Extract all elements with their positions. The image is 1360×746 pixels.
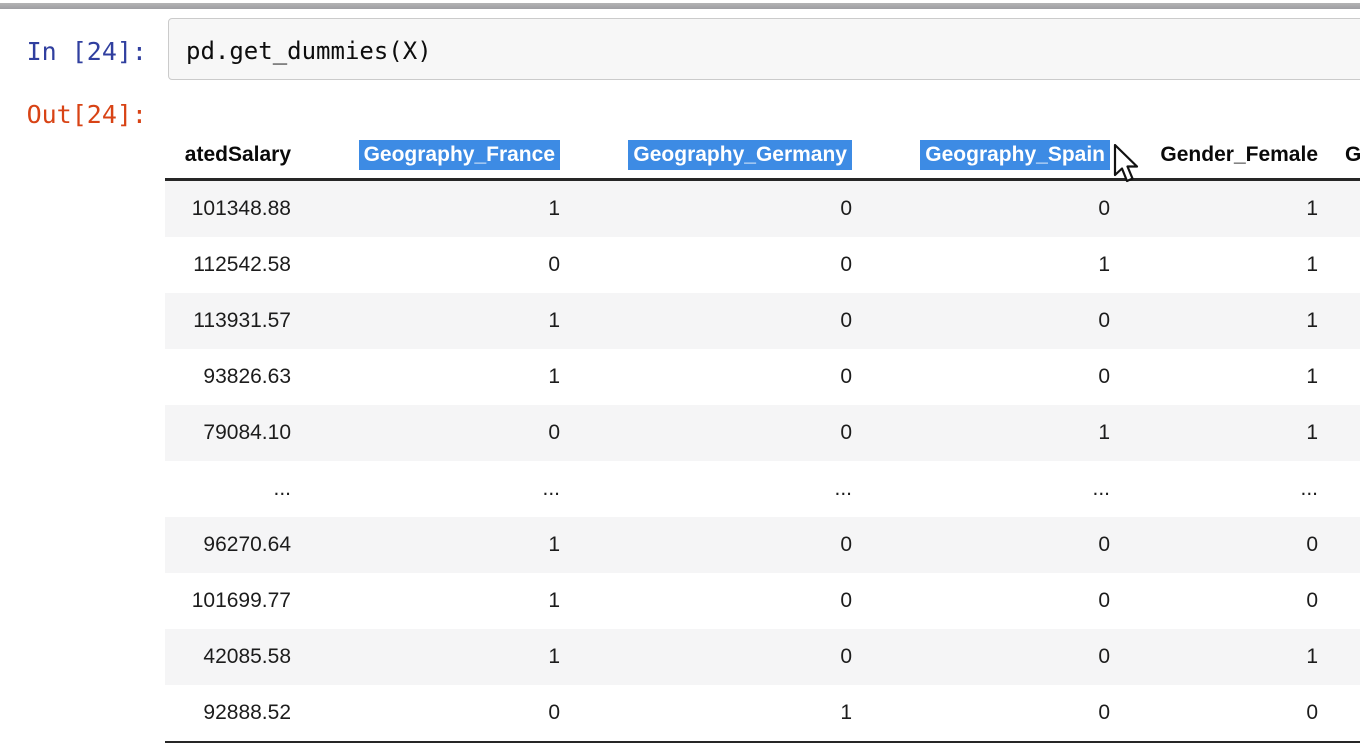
table-cell: 92888.52 [165, 685, 300, 743]
table-cell: 0 [840, 197, 852, 220]
table-cell: 0 [1306, 533, 1318, 556]
table-cell: 1 [548, 365, 560, 388]
table-cell: ... [834, 477, 852, 500]
table-cell: 0 [1119, 685, 1327, 743]
table-row-7: 101699.77 1 0 0 0 [165, 573, 1360, 629]
column-header-4: Gender_Female [1119, 132, 1327, 181]
table-cell: 1 [1306, 365, 1318, 388]
table-cell: 42085.58 [203, 645, 291, 668]
table-cell [1327, 293, 1360, 349]
code-cell-input[interactable]: pd.get_dummies(X) [168, 18, 1360, 80]
column-header-3: Geography_Spain [861, 132, 1119, 181]
table-cell [1327, 685, 1360, 743]
table-cell [1327, 461, 1360, 517]
table-cell: 1 [548, 533, 560, 556]
table-cell: 0 [548, 253, 560, 276]
output-prompt-label: Out[24]: [26, 100, 147, 129]
table-row-9: 92888.52 0 1 0 0 [165, 685, 1360, 743]
table-row-2: 113931.57 1 0 0 1 [165, 293, 1360, 349]
window-top-border [0, 3, 1360, 9]
header-row: atedSalary Geography_France Geography_Germ… [165, 132, 1360, 181]
highlighted-header-text: Geography_France [358, 140, 560, 170]
table-cell: 0 [1098, 645, 1110, 668]
dataframe-body: 101348.88 1 0 0 1 112542.58 0 0 1 1 113931.57 1 0 0 1 9… [165, 179, 1360, 743]
dataframe-output-area: atedSalary Geography_France Geography_Germ… [165, 132, 1360, 746]
table-cell [1327, 629, 1360, 685]
table-cell: 0 [1098, 309, 1110, 332]
table-cell: 1 [548, 645, 560, 668]
table-cell: 112542.58 [193, 253, 291, 276]
column-header-5: G [1327, 132, 1360, 181]
table-cell [1327, 517, 1360, 573]
table-cell: 79084.10 [203, 421, 291, 444]
table-cell: 0 [840, 589, 852, 612]
table-row-6: 96270.64 1 0 0 0 [165, 517, 1360, 573]
table-row-8: 42085.58 1 0 0 1 [165, 629, 1360, 685]
table-cell: ... [542, 477, 560, 500]
table-cell: 0 [840, 365, 852, 388]
table-cell: 1 [1306, 197, 1318, 220]
table-row-3: 93826.63 1 0 0 1 [165, 349, 1360, 405]
table-cell: 0 [840, 421, 852, 444]
dataframe-header: atedSalary Geography_France Geography_Germ… [165, 132, 1360, 181]
table-cell: 1 [1306, 645, 1318, 668]
column-header-2: Geography_Germany [569, 132, 861, 181]
dataframe-table: atedSalary Geography_France Geography_Germ… [165, 132, 1360, 743]
table-cell: 93826.63 [203, 365, 291, 388]
table-cell: 0 [1098, 197, 1110, 220]
table-cell: 0 [1098, 533, 1110, 556]
table-cell: 0 [840, 309, 852, 332]
table-row-4: 79084.10 0 0 1 1 [165, 405, 1360, 461]
highlighted-header-text: Geography_Germany [628, 140, 852, 170]
table-cell: 1 [1306, 309, 1318, 332]
table-cell [1327, 405, 1360, 461]
column-header-1: Geography_France [300, 132, 569, 181]
table-cell: 0 [300, 685, 569, 743]
table-cell: ... [1092, 477, 1110, 500]
table-cell: 0 [1098, 365, 1110, 388]
highlighted-header-text: Geography_Spain [920, 140, 1110, 170]
table-cell: 96270.64 [203, 533, 291, 556]
table-cell: 1 [1306, 253, 1318, 276]
table-cell: 113931.57 [193, 309, 291, 332]
table-cell: 1 [1098, 253, 1110, 276]
table-cell: 1 [1306, 421, 1318, 444]
table-cell: 101699.77 [191, 589, 291, 612]
table-cell: 0 [548, 421, 560, 444]
table-cell: 1 [548, 197, 560, 220]
table-cell [1327, 573, 1360, 629]
table-row-5: ............... [165, 461, 1360, 517]
table-cell [1327, 237, 1360, 293]
table-cell: ... [273, 477, 291, 500]
table-cell [1327, 180, 1360, 238]
table-cell: 1 [1098, 421, 1110, 444]
table-cell: 0 [840, 253, 852, 276]
table-cell: 0 [840, 533, 852, 556]
table-cell: 101348.88 [191, 197, 291, 220]
table-cell: 0 [861, 685, 1119, 743]
table-cell: 1 [569, 685, 861, 743]
table-cell: 0 [1098, 589, 1110, 612]
table-cell: ... [1300, 477, 1318, 500]
input-prompt-label: In [24]: [26, 37, 147, 66]
table-cell: 0 [1306, 589, 1318, 612]
table-cell: 1 [548, 309, 560, 332]
code-text[interactable]: pd.get_dummies(X) [186, 37, 432, 65]
table-cell [1327, 349, 1360, 405]
table-row-0: 101348.88 1 0 0 1 [165, 179, 1360, 238]
table-cell: 0 [840, 645, 852, 668]
table-row-1: 112542.58 0 0 1 1 [165, 237, 1360, 293]
column-header-0: atedSalary [165, 132, 300, 181]
table-cell: 1 [548, 589, 560, 612]
